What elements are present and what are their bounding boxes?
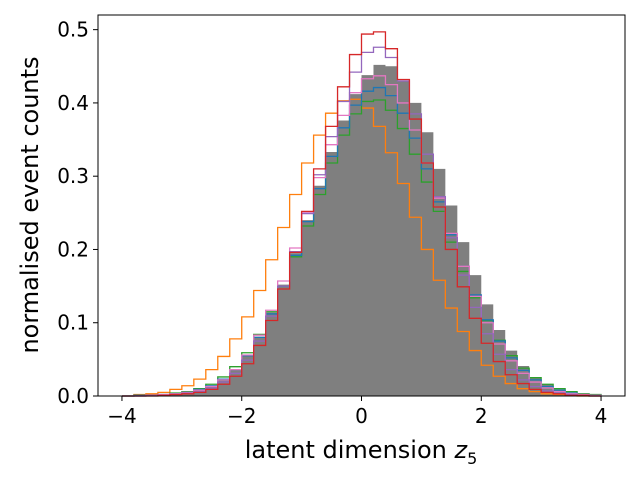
x-tick-label: 0 <box>355 404 368 428</box>
x-tick-label: −4 <box>107 404 136 428</box>
x-tick-label: 4 <box>595 404 608 428</box>
y-tick-label: 0.4 <box>57 91 89 115</box>
histogram-series-4 <box>121 86 602 397</box>
y-tick-label: 0.5 <box>57 18 89 42</box>
y-tick-label: 0.0 <box>57 384 89 408</box>
x-axis-label: latent dimension z5 <box>245 436 478 468</box>
histogram-series-7 <box>121 31 602 397</box>
x-axis-label-text: latent dimension <box>245 436 455 464</box>
histogram-series-3 <box>121 99 602 397</box>
y-tick-label: 0.3 <box>57 164 89 188</box>
histogram-series-5 <box>121 75 602 397</box>
series-layer <box>121 31 602 397</box>
y-axis-label: normalised event counts <box>16 56 44 353</box>
y-axis-ticks: 0.0 0.1 0.2 0.3 0.4 0.5 <box>57 18 98 408</box>
x-axis-label-subscript: 5 <box>467 449 477 468</box>
x-tick-label: −2 <box>227 404 256 428</box>
y-tick-label: 0.1 <box>57 311 89 335</box>
x-axis-ticks: −4 −2 0 2 4 <box>107 396 607 428</box>
y-tick-label: 0.2 <box>57 237 89 261</box>
histogram-series-6 <box>121 46 602 397</box>
plot-area <box>121 31 602 397</box>
x-tick-label: 2 <box>475 404 488 428</box>
